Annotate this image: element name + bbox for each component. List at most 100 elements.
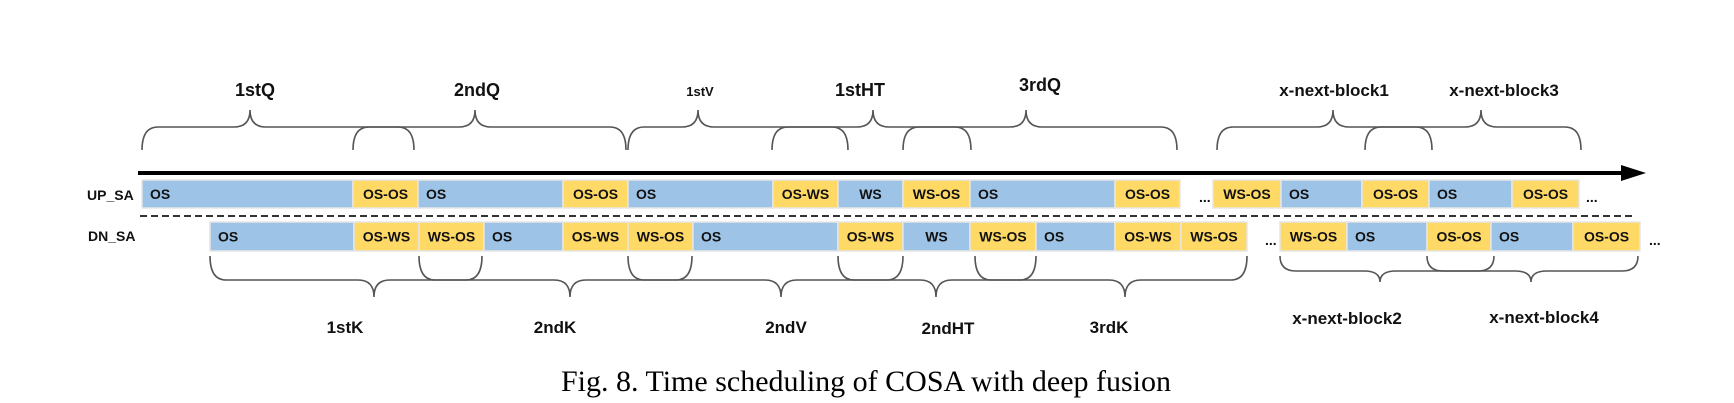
top-brace bbox=[902, 109, 1178, 151]
block-label: WS bbox=[859, 186, 882, 202]
top-brace bbox=[352, 109, 627, 151]
up-sa-block-os bbox=[417, 179, 564, 209]
block-label: OS-OS bbox=[1584, 229, 1629, 245]
ellipsis: ... bbox=[1199, 189, 1211, 205]
block-label: WS-OS bbox=[1290, 229, 1337, 245]
dn-sa-block-os bbox=[1346, 221, 1428, 252]
dn-sa-block-overlap bbox=[1572, 221, 1641, 252]
bottom-brace bbox=[418, 255, 693, 298]
up-sa-block-overlap bbox=[562, 179, 629, 209]
block-label: OS bbox=[1499, 229, 1519, 245]
bottom-brace-label: x-next-block4 bbox=[1489, 308, 1599, 327]
block-label: OS-OS bbox=[1125, 186, 1170, 202]
up-sa-block-os bbox=[969, 179, 1116, 209]
up-sa-block-os bbox=[837, 179, 904, 209]
top-brace-label: 1stHT bbox=[835, 80, 885, 100]
dn-sa-block-overlap bbox=[353, 221, 420, 252]
block-label: WS-OS bbox=[1190, 229, 1237, 245]
block-label: OS bbox=[426, 186, 446, 202]
bottom-brace bbox=[837, 255, 1037, 298]
block-label: OS-WS bbox=[363, 229, 410, 245]
block-label: OS-WS bbox=[572, 229, 619, 245]
block-label: OS-WS bbox=[782, 186, 829, 202]
block-label: OS bbox=[1044, 229, 1064, 245]
time-axis bbox=[138, 165, 1646, 217]
arrow-head-icon bbox=[1621, 165, 1646, 181]
block-label: OS bbox=[150, 186, 170, 202]
block-label: OS bbox=[978, 186, 998, 202]
braces: 1stQ 2ndQ 1stV 1stHT 3rdQ x-next-block1 x-next… bbox=[141, 75, 1639, 338]
bottom-brace-label: 1stK bbox=[327, 318, 365, 337]
bottom-brace bbox=[974, 255, 1248, 298]
block-label: OS bbox=[636, 186, 656, 202]
top-brace bbox=[1216, 109, 1433, 151]
dn-sa-block-overlap bbox=[1180, 221, 1248, 252]
top-brace bbox=[771, 109, 972, 151]
up-sa-block-overlap bbox=[902, 179, 971, 209]
block-label: OS-WS bbox=[1124, 229, 1171, 245]
top-brace-label: x-next-block3 bbox=[1449, 81, 1559, 100]
figure-caption: Fig. 8. Time scheduling of COSA with dee… bbox=[561, 365, 1171, 398]
block-label: OS-OS bbox=[573, 186, 618, 202]
bottom-brace-label: 3rdK bbox=[1090, 318, 1129, 337]
block-label: WS bbox=[925, 229, 948, 245]
up-sa-block-overlap bbox=[772, 179, 839, 209]
bottom-brace-label: x-next-block2 bbox=[1292, 309, 1402, 328]
ellipsis: ... bbox=[1649, 232, 1661, 248]
block-label: OS-OS bbox=[1436, 229, 1481, 245]
dn-sa-block-overlap bbox=[969, 221, 1037, 252]
up-sa-block-os bbox=[141, 179, 354, 209]
up-sa-block-overlap bbox=[1212, 179, 1282, 209]
dn-sa-block-os bbox=[1035, 221, 1116, 252]
dn-sa-block-overlap bbox=[627, 221, 694, 252]
block-label: OS-OS bbox=[1373, 186, 1418, 202]
row-label-dn-sa: DN_SA bbox=[88, 228, 135, 244]
top-brace-label: 2ndQ bbox=[454, 80, 500, 100]
bottom-brace-label: 2ndHT bbox=[922, 319, 976, 338]
block-label: OS-WS bbox=[847, 229, 894, 245]
bottom-brace bbox=[1279, 255, 1495, 283]
dn-sa-block-os bbox=[1490, 221, 1574, 252]
up-sa-block-overlap bbox=[1114, 179, 1181, 209]
block-label: WS-OS bbox=[428, 229, 475, 245]
dn-sa-block-os bbox=[692, 221, 839, 252]
row-label-up-sa: UP_SA bbox=[87, 187, 134, 203]
bottom-brace-label: 2ndK bbox=[534, 318, 577, 337]
up-sa-block-os bbox=[1428, 179, 1513, 209]
block-label: OS bbox=[1437, 186, 1457, 202]
bottom-brace bbox=[627, 255, 904, 298]
block-label: OS bbox=[492, 229, 512, 245]
block-label: WS-OS bbox=[637, 229, 684, 245]
top-brace-label: x-next-block1 bbox=[1279, 81, 1389, 100]
top-brace bbox=[627, 109, 849, 151]
top-brace bbox=[1364, 109, 1582, 151]
dn-sa-block-os bbox=[483, 221, 564, 252]
dn-sa-block-overlap bbox=[1279, 221, 1348, 252]
block-label: OS bbox=[1355, 229, 1375, 245]
dn-sa-block-overlap bbox=[837, 221, 904, 252]
block-label: OS-OS bbox=[363, 186, 408, 202]
dn-sa-block-os bbox=[209, 221, 355, 252]
bottom-brace-label: 2ndV bbox=[765, 318, 807, 337]
block-label: WS-OS bbox=[979, 229, 1026, 245]
block-label: OS bbox=[1289, 186, 1309, 202]
top-brace-label: 3rdQ bbox=[1019, 75, 1061, 95]
block-label: WS-OS bbox=[1223, 186, 1270, 202]
up-sa-block-overlap bbox=[1511, 179, 1580, 209]
bottom-brace bbox=[209, 255, 483, 298]
top-brace-label: 1stV bbox=[686, 84, 714, 99]
ellipsis: ... bbox=[1586, 189, 1598, 205]
top-brace bbox=[141, 109, 415, 151]
rows: OS OS-OS OS OS-OS OS OS-WS WS WS-OS OS OS-OS... WS… bbox=[141, 179, 1661, 252]
block-label: OS-OS bbox=[1523, 186, 1568, 202]
dn-sa-block-overlap bbox=[1114, 221, 1182, 252]
ellipsis: ... bbox=[1265, 232, 1277, 248]
bottom-brace bbox=[1426, 255, 1639, 283]
block-label: OS bbox=[218, 229, 238, 245]
top-brace-label: 1stQ bbox=[235, 80, 275, 100]
block-label: OS bbox=[701, 229, 721, 245]
up-sa-block-os bbox=[627, 179, 774, 209]
block-label: WS-OS bbox=[913, 186, 960, 202]
